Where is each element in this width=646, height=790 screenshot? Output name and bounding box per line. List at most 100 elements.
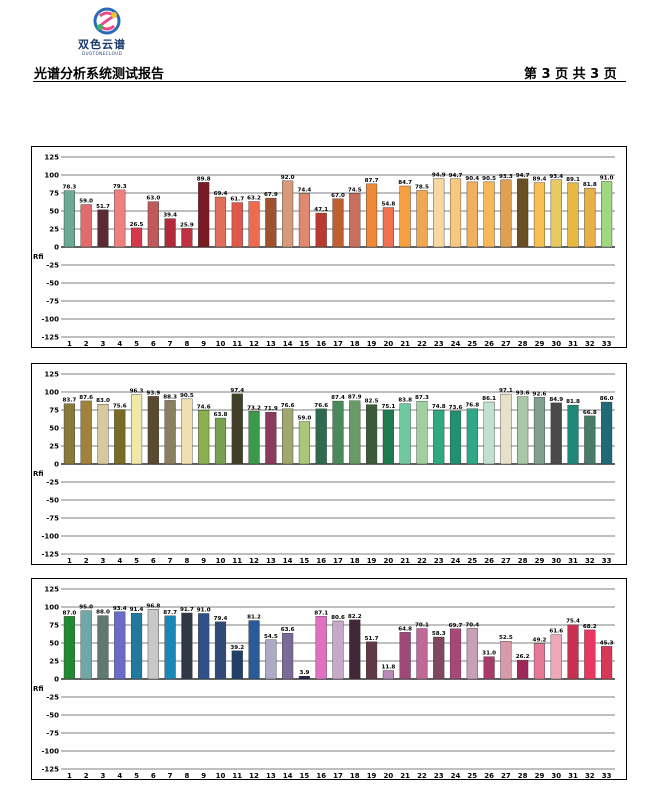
data-label: 63.2 xyxy=(247,195,261,201)
x-tick-label: 21 xyxy=(400,340,410,348)
rfi-chart-2-svg: 1251007550250-25-50-75-100-125Rfi83.7187… xyxy=(33,371,615,565)
x-tick-label: 18 xyxy=(350,557,360,565)
data-label: 63.8 xyxy=(214,412,228,418)
bar-17 xyxy=(332,400,344,465)
bar-7 xyxy=(164,615,176,680)
bar-27 xyxy=(500,393,512,465)
data-label: 67.9 xyxy=(264,192,278,198)
data-label: 52.5 xyxy=(499,635,513,641)
bar-32 xyxy=(584,187,596,248)
y-axis-label: Rfi xyxy=(33,470,44,478)
bar-21 xyxy=(399,403,411,465)
x-tick-label: 7 xyxy=(168,340,173,348)
bar-13 xyxy=(265,197,277,248)
x-tick-label: 9 xyxy=(201,340,206,348)
data-label: 93.3 xyxy=(499,174,513,180)
data-label: 93.4 xyxy=(113,606,127,612)
x-tick-label: 8 xyxy=(184,340,189,348)
data-label: 86.0 xyxy=(600,396,614,402)
bar-24 xyxy=(449,178,462,248)
bar-33 xyxy=(601,181,613,248)
data-label: 89.1 xyxy=(566,177,580,183)
rfi-chart-1: 125 100 75 50 25 0 -25 -50 -75 -100 -125 Rfi 78.3 1 59… xyxy=(31,146,627,348)
data-label: 91.4 xyxy=(130,607,144,613)
bar-2 xyxy=(80,204,92,248)
bar-10 xyxy=(214,196,227,248)
x-tick-label: 19 xyxy=(367,557,377,565)
bar-7 xyxy=(164,218,176,248)
x-tick-label: 19 xyxy=(367,772,377,780)
y-tick-label: 75 xyxy=(49,622,59,630)
bar-24 xyxy=(449,410,462,465)
x-tick-label: 5 xyxy=(134,340,139,348)
data-label: 75.1 xyxy=(381,404,395,410)
x-tick-label: 26 xyxy=(484,557,494,565)
x-tick-label: 10 xyxy=(216,340,226,348)
x-tick-label: 11 xyxy=(232,557,242,565)
data-label: 83.0 xyxy=(96,398,110,404)
data-label: 76.8 xyxy=(465,403,479,409)
bar-25 xyxy=(466,628,478,680)
data-label: 88.0 xyxy=(96,610,110,616)
data-label: 87.4 xyxy=(331,395,345,401)
y-tick-label: 75 xyxy=(49,190,59,198)
data-label: 93.4 xyxy=(549,174,563,180)
x-tick-label: 16 xyxy=(316,772,326,780)
rfi-chart-1-svg: 1251007550250-25-50-75-100-125Rfi78.3159… xyxy=(33,154,615,348)
bar-9 xyxy=(198,410,210,465)
y-tick-label: -50 xyxy=(46,497,59,505)
x-tick-label: 13 xyxy=(266,772,276,780)
bar-29 xyxy=(533,397,546,465)
y-axis-label: Rfi xyxy=(33,253,44,261)
data-label: 90.4 xyxy=(465,176,479,182)
bar-31 xyxy=(567,404,579,465)
data-label: 66.8 xyxy=(583,410,597,416)
data-label: 90.5 xyxy=(180,393,194,399)
bar-32 xyxy=(584,629,596,680)
y-tick-label: -100 xyxy=(41,533,59,541)
bar-14 xyxy=(282,408,294,465)
x-tick-label: 14 xyxy=(283,557,293,565)
bar-2 xyxy=(80,610,92,680)
data-label: 51.7 xyxy=(96,204,110,210)
x-tick-label: 21 xyxy=(400,772,410,780)
x-tick-label: 24 xyxy=(451,772,461,780)
x-tick-label: 22 xyxy=(417,340,427,348)
x-tick-label: 32 xyxy=(585,772,595,780)
y-tick-label: -100 xyxy=(41,748,59,756)
y-axis-label: Rfi xyxy=(33,685,44,693)
data-label: 71.9 xyxy=(264,406,278,412)
x-tick-label: 19 xyxy=(367,340,377,348)
bar-28 xyxy=(517,396,529,465)
x-tick-label: 18 xyxy=(350,772,360,780)
x-tick-label: 11 xyxy=(232,340,242,348)
x-tick-label: 20 xyxy=(383,772,393,780)
x-tick-label: 4 xyxy=(117,340,122,348)
x-tick-label: 15 xyxy=(300,772,310,780)
y-tick-label: -50 xyxy=(46,712,59,720)
x-tick-label: 6 xyxy=(151,557,156,565)
bar-12 xyxy=(248,620,260,680)
x-tick-label: 30 xyxy=(551,340,561,348)
y-tick-label: -75 xyxy=(46,515,59,523)
data-label: 26.2 xyxy=(516,654,530,660)
x-tick-label: 2 xyxy=(84,772,89,780)
data-label: 78.5 xyxy=(415,184,429,190)
bar-12 xyxy=(248,411,260,465)
bar-19 xyxy=(366,404,378,465)
bar-16 xyxy=(315,212,327,248)
x-tick-label: 12 xyxy=(249,772,259,780)
bar-7 xyxy=(164,400,176,465)
bar-30 xyxy=(550,402,562,465)
y-tick-label: 125 xyxy=(44,586,59,594)
bar-4 xyxy=(114,409,126,465)
data-label: 80.6 xyxy=(331,615,345,621)
bar-21 xyxy=(399,632,411,680)
y-tick-label: 25 xyxy=(49,658,59,666)
x-tick-label: 25 xyxy=(467,772,477,780)
data-label: 58.3 xyxy=(432,631,446,637)
data-label: 89.4 xyxy=(533,177,547,183)
x-tick-label: 14 xyxy=(283,772,293,780)
x-tick-label: 29 xyxy=(535,340,545,348)
y-tick-label: 0 xyxy=(54,244,59,252)
